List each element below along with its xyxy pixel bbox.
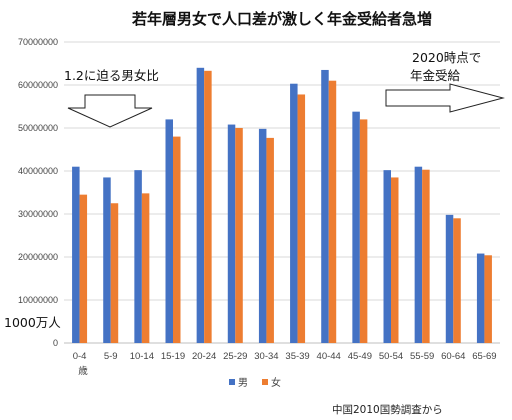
x-tick-label: 25-29 bbox=[223, 351, 247, 362]
y-tick-label: 40000000 bbox=[18, 166, 58, 176]
bar-male-45-49 bbox=[352, 111, 360, 343]
legend-swatch bbox=[229, 379, 235, 385]
x-tick-label: 40-44 bbox=[317, 351, 341, 362]
x-tick-label: 65-69 bbox=[472, 351, 496, 362]
bar-female-10-14 bbox=[141, 193, 150, 343]
bar-male-60-64 bbox=[445, 214, 454, 343]
source-note: 中国2010国勢調査から bbox=[332, 403, 443, 416]
x-tick-label: 30-34 bbox=[254, 351, 278, 362]
x-tick-label: 45-49 bbox=[348, 351, 372, 362]
bar-female-35-39 bbox=[297, 94, 306, 344]
bar-female-20-24 bbox=[204, 70, 212, 343]
x-tick-label: 5-9 bbox=[104, 351, 118, 362]
bar-male-50-54 bbox=[383, 170, 391, 343]
x-tick-label: 60-64 bbox=[441, 351, 465, 362]
bar-female-55-59 bbox=[422, 169, 430, 343]
y-tick-label: 60000000 bbox=[18, 80, 58, 90]
x-tick-label: 55-59 bbox=[410, 351, 434, 362]
y-axis-ticks: 70000000 60000000 50000000 40000000 30000000… bbox=[18, 37, 58, 348]
legend-swatch bbox=[262, 379, 268, 385]
bar-female-45-49 bbox=[359, 119, 368, 344]
bar-series bbox=[72, 67, 492, 344]
bar-female-40-44 bbox=[328, 80, 337, 343]
annotation-right-line2: 年金受給 bbox=[410, 68, 461, 83]
bar-male-0-4 bbox=[72, 166, 80, 343]
bar-male-5-9 bbox=[103, 177, 111, 343]
bar-male-25-29 bbox=[227, 124, 236, 343]
y-tick-label: 20000000 bbox=[18, 252, 58, 262]
y-tick-label: 30000000 bbox=[18, 209, 58, 219]
bar-male-35-39 bbox=[290, 83, 298, 344]
bar-male-65-69 bbox=[476, 253, 485, 343]
y-tick-label: 70000000 bbox=[18, 37, 58, 47]
x-tick-label: 10-14 bbox=[130, 351, 154, 362]
grid-lines bbox=[64, 41, 500, 344]
legend: 男女 bbox=[229, 376, 281, 389]
y-tick-label: 0 bbox=[53, 338, 58, 348]
bar-female-25-29 bbox=[235, 128, 243, 343]
bar-male-55-59 bbox=[414, 166, 423, 343]
annotation-right-line1: 2020時点で bbox=[412, 50, 481, 65]
legend-label: 男 bbox=[238, 377, 248, 389]
annotation-left: 1.2に迫る男女比 bbox=[64, 68, 159, 83]
bar-male-30-34 bbox=[258, 128, 267, 343]
x-tick-label: 0-4 bbox=[73, 351, 87, 362]
y-axis-label: 1000万人 bbox=[4, 315, 61, 330]
bar-male-40-44 bbox=[321, 69, 329, 343]
x-tick-label: 15-19 bbox=[161, 351, 185, 362]
legend-label: 女 bbox=[271, 376, 281, 389]
bar-male-15-19 bbox=[165, 119, 173, 344]
right-arrow-shape bbox=[385, 83, 505, 113]
chart-title: 若年層男女で人口差が激しく年金受給者急増 bbox=[131, 10, 432, 28]
bar-female-5-9 bbox=[110, 203, 119, 343]
y-tick-label: 10000000 bbox=[18, 295, 58, 305]
x-tick-label: 50-54 bbox=[379, 351, 403, 362]
x-tick-label: 35-39 bbox=[285, 351, 309, 362]
x-axis-unit: 歳 bbox=[78, 365, 88, 377]
bar-female-60-64 bbox=[453, 218, 461, 343]
bar-female-0-4 bbox=[79, 194, 88, 343]
bar-female-50-54 bbox=[391, 177, 399, 343]
x-axis-ticks: 0-4 5-9 10-14 15-19 20-24 25-29 30-34 35-39 40-4… bbox=[73, 351, 497, 362]
bar-female-15-19 bbox=[173, 136, 181, 343]
y-tick-label: 50000000 bbox=[18, 123, 58, 133]
bar-female-65-69 bbox=[484, 255, 492, 343]
bar-female-30-34 bbox=[266, 137, 274, 343]
down-arrow-shape bbox=[67, 94, 153, 128]
bar-male-10-14 bbox=[134, 170, 142, 343]
x-tick-label: 20-24 bbox=[192, 351, 216, 362]
bar-male-20-24 bbox=[196, 67, 205, 344]
